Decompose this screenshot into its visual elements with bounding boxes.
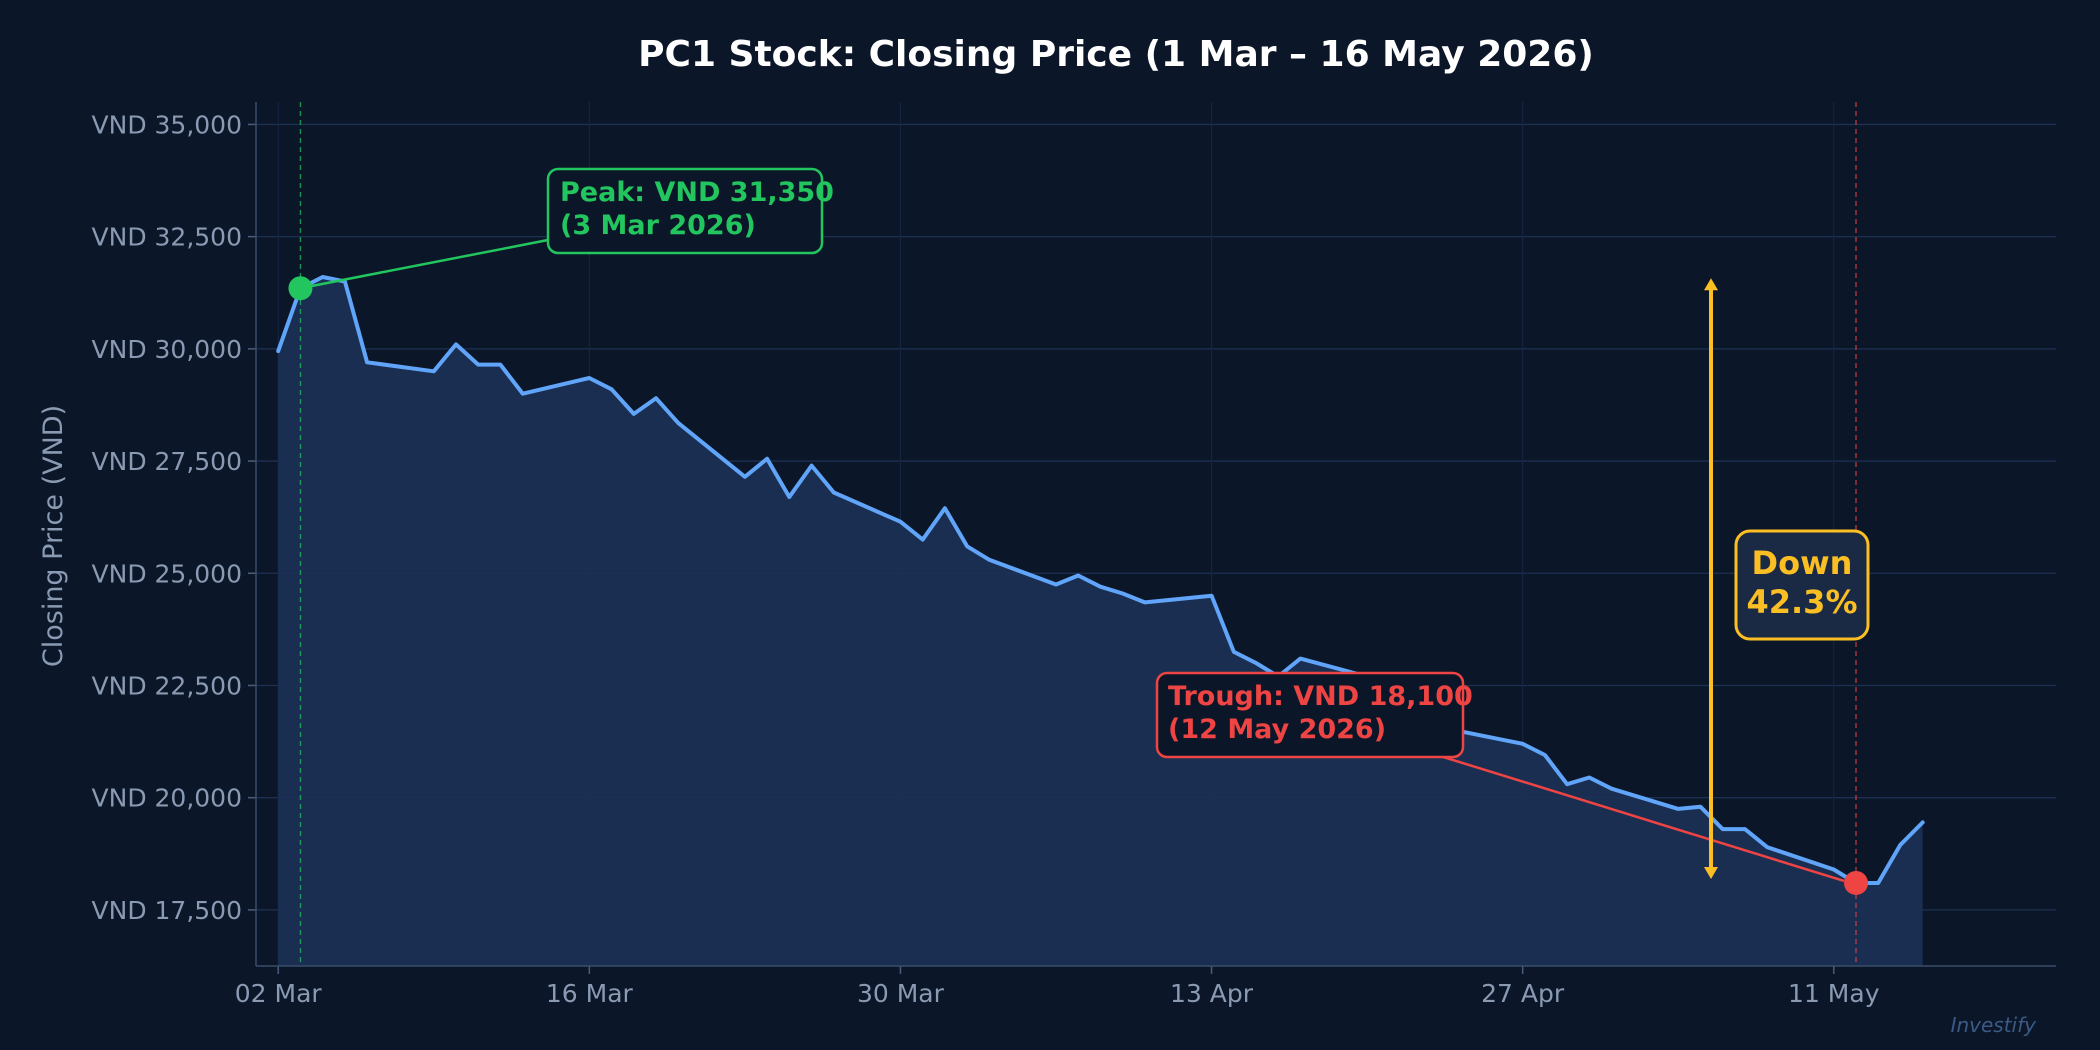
peak-connector: [310, 238, 549, 288]
change-label-percent: 42.3%: [1746, 583, 1857, 621]
change-label-box: [1734, 529, 1870, 641]
annotations-layer: Peak: VND 31,350(3 Mar 2026) Trough: VND …: [288, 167, 1870, 895]
y-tick-label: VND 35,000: [92, 110, 242, 139]
peak-label-value: Peak: VND 31,350: [560, 177, 834, 208]
y-tick-label: VND 20,000: [92, 784, 242, 813]
trough-label-value: Trough: VND 18,100: [1168, 681, 1473, 712]
trough-connector: [1439, 754, 1845, 883]
peak-label-date: (3 Mar 2026): [560, 210, 756, 241]
x-tick-label: 11 May: [1788, 979, 1880, 1008]
y-tick-label: VND 30,000: [92, 335, 242, 364]
y-tick-label: VND 32,500: [92, 223, 242, 252]
y-axis-label: Closing Price (VND): [38, 405, 69, 667]
x-tick-label: 13 Apr: [1170, 979, 1254, 1008]
change-arrow-head-up: [1704, 278, 1718, 291]
chart-title: PC1 Stock: Closing Price (1 Mar – 16 May…: [638, 34, 1594, 75]
trough-label-box: [1155, 671, 1465, 759]
x-tick-label: 02 Mar: [235, 979, 323, 1008]
x-tick-label: 30 Mar: [857, 979, 945, 1008]
trough-marker: [1844, 870, 1868, 895]
y-tick-label: VND 25,000: [92, 559, 242, 588]
series-layer: [276, 275, 1925, 885]
change-arrow-head-down: [1704, 866, 1718, 879]
area-fill-layer: [278, 277, 1923, 966]
series-area: [278, 277, 1923, 966]
trough-label-date: (12 May 2026): [1168, 714, 1386, 745]
x-tick-label: 27 Apr: [1481, 979, 1565, 1008]
peak-marker: [288, 276, 313, 301]
y-tick-label: VND 17,500: [92, 896, 242, 925]
y-tick-label: VND 27,500: [92, 447, 242, 476]
change-label-direction: Down: [1752, 544, 1853, 582]
axes: VND 17,500 VND 20,000 VND 22,500 VND 25,000…: [92, 102, 2056, 1008]
peak-label-box: [546, 167, 824, 255]
series-line: [276, 275, 1925, 885]
y-tick-label: VND 22,500: [92, 671, 242, 700]
watermark: Investify: [1951, 1013, 2038, 1037]
x-tick-label: 16 Mar: [546, 979, 634, 1008]
